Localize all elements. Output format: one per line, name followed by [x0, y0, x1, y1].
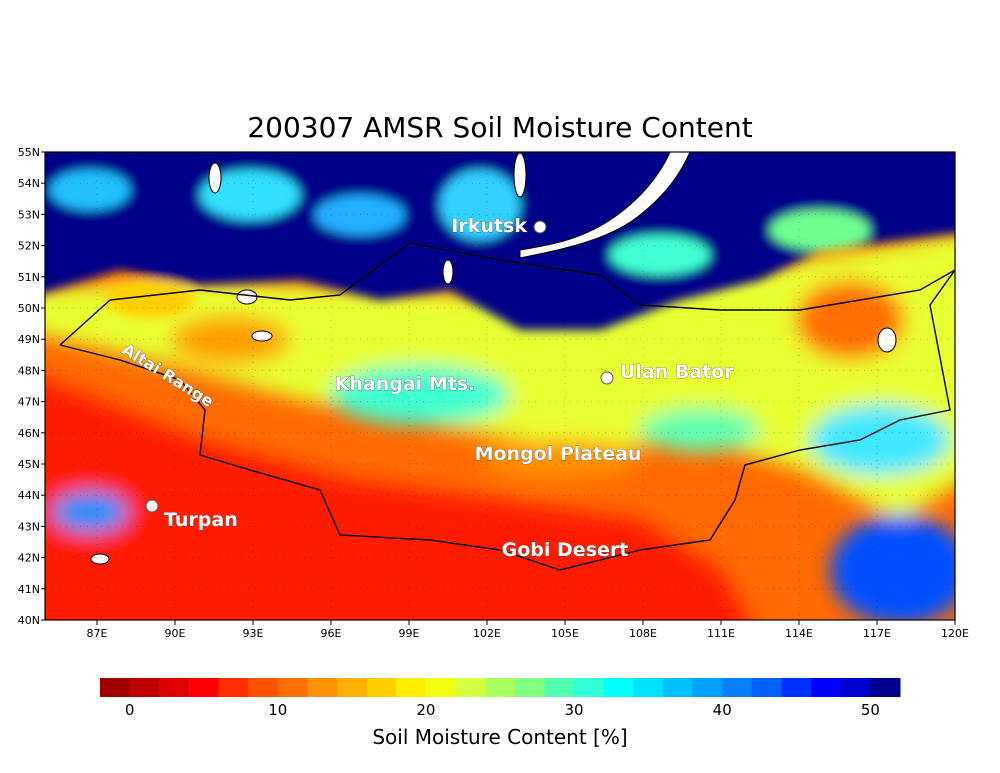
colorbar-tick-label: 30	[565, 701, 584, 719]
place-marker	[533, 220, 547, 234]
place-label: Khangai Mts.	[335, 373, 476, 395]
colorbar-segment	[603, 678, 634, 697]
lon-tick-label: 117E	[863, 627, 891, 640]
colorbar-segment	[366, 678, 397, 697]
colorbar-segment	[544, 678, 575, 697]
lat-tick-label: 55N	[18, 146, 40, 159]
lat-tick-label: 51N	[18, 271, 40, 284]
colorbar-tick-label: 20	[416, 701, 435, 719]
place-label: Mongol Plateau	[475, 443, 642, 465]
colorbar-tick-label: 0	[125, 701, 135, 719]
lon-tick-label: 105E	[551, 627, 579, 640]
lon-tick-label: 108E	[629, 627, 657, 640]
lon-tick-label: 99E	[399, 627, 420, 640]
lat-tick-label: 44N	[18, 489, 40, 502]
colorbar-segment	[662, 678, 694, 697]
colorbar-segment	[485, 678, 516, 697]
colorbar-segment	[100, 678, 131, 697]
lat-tick-label: 41N	[18, 583, 40, 596]
lon-tick-label: 114E	[785, 627, 813, 640]
lat-tick-label: 50N	[18, 302, 40, 315]
colorbar-tick-label: 10	[268, 701, 287, 719]
colorbar-segment	[840, 678, 871, 697]
colorbar-segment	[781, 678, 812, 697]
place-marker	[145, 499, 159, 513]
colorbar-segment	[218, 678, 249, 697]
lat-tick-label: 52N	[18, 240, 40, 253]
colorbar-segment	[574, 678, 605, 697]
colorbar-segment	[692, 678, 723, 697]
colorbar-segment	[307, 678, 338, 697]
colorbar-tick-label: 50	[861, 701, 880, 719]
map-frame	[44, 151, 956, 621]
colorbar-segment	[188, 678, 220, 697]
lat-tick-label: 53N	[18, 208, 40, 221]
lat-tick-label: 49N	[18, 333, 40, 346]
lon-tick-label: 120E	[941, 627, 969, 640]
colorbar-segment	[159, 678, 190, 697]
map-title: 200307 AMSR Soil Moisture Content	[247, 111, 752, 144]
lon-tick-label: 102E	[473, 627, 501, 640]
soil-moisture-field	[45, 152, 955, 620]
colorbar-segment	[633, 678, 664, 697]
colorbar-segment	[811, 678, 842, 697]
colorbar-segment	[514, 678, 545, 697]
colorbar-tick-label: 40	[713, 701, 732, 719]
colorbar-segment	[870, 678, 901, 697]
lat-tick-label: 46N	[18, 427, 40, 440]
lon-tick-label: 87E	[87, 627, 108, 640]
colorbar-segment	[337, 678, 368, 697]
colorbar-segment	[455, 678, 486, 697]
lat-tick-label: 54N	[18, 177, 40, 190]
lon-tick-label: 90E	[165, 627, 186, 640]
lat-tick-label: 43N	[18, 520, 40, 533]
place-label: Ulan Bator	[620, 361, 734, 383]
colorbar-segment	[129, 678, 160, 697]
colorbar-segment	[248, 678, 279, 697]
colorbar-segment	[751, 678, 782, 697]
place-label: Irkutsk	[451, 215, 527, 237]
lon-tick-label: 93E	[243, 627, 264, 640]
lat-tick-label: 45N	[18, 458, 40, 471]
lon-tick-label: 96E	[321, 627, 342, 640]
lon-tick-label: 111E	[707, 627, 735, 640]
colorbar-segment	[277, 678, 308, 697]
lat-tick-label: 42N	[18, 552, 40, 565]
place-label: Turpan	[164, 509, 238, 531]
lat-tick-label: 40N	[18, 614, 40, 627]
colorbar-segment	[722, 678, 753, 697]
place-marker	[600, 371, 614, 385]
colorbar-segment	[425, 678, 457, 697]
lat-tick-label: 47N	[18, 396, 40, 409]
lat-tick-label: 48N	[18, 364, 40, 377]
colorbar-label: Soil Moisture Content [%]	[372, 725, 627, 749]
colorbar-segment	[396, 678, 427, 697]
place-label: Gobi Desert	[502, 539, 629, 561]
